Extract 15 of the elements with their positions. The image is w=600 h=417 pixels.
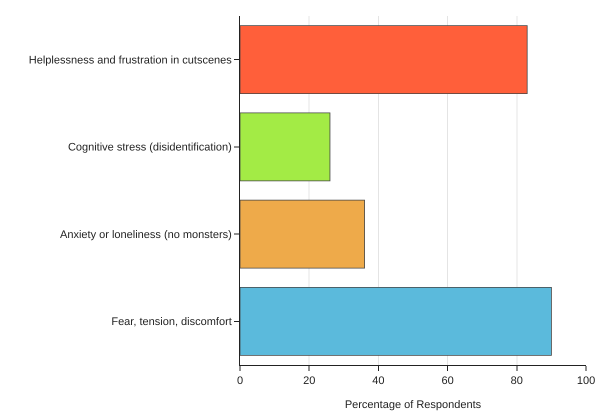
y-tick-label: Cognitive stress (disidentification) xyxy=(68,142,232,154)
x-tick-label: 100 xyxy=(576,375,596,388)
y-tick-label: Helplessness and frustration in cutscenes xyxy=(28,54,232,66)
x-tick-label: 60 xyxy=(441,375,454,388)
bar xyxy=(240,200,365,269)
bar xyxy=(240,25,528,94)
bar xyxy=(240,112,330,182)
x-tick-label: 0 xyxy=(236,375,244,388)
x-axis-title: Percentage of Respondents xyxy=(344,399,482,411)
y-tick-label: Fear, tension, discomfort xyxy=(111,316,232,328)
bar xyxy=(240,286,552,356)
x-tick-label: 40 xyxy=(372,375,385,388)
y-tick-label: Anxiety or loneliness (no monsters) xyxy=(60,228,232,241)
x-tick-label: 20 xyxy=(303,375,316,388)
x-tick-label: 80 xyxy=(510,375,523,388)
